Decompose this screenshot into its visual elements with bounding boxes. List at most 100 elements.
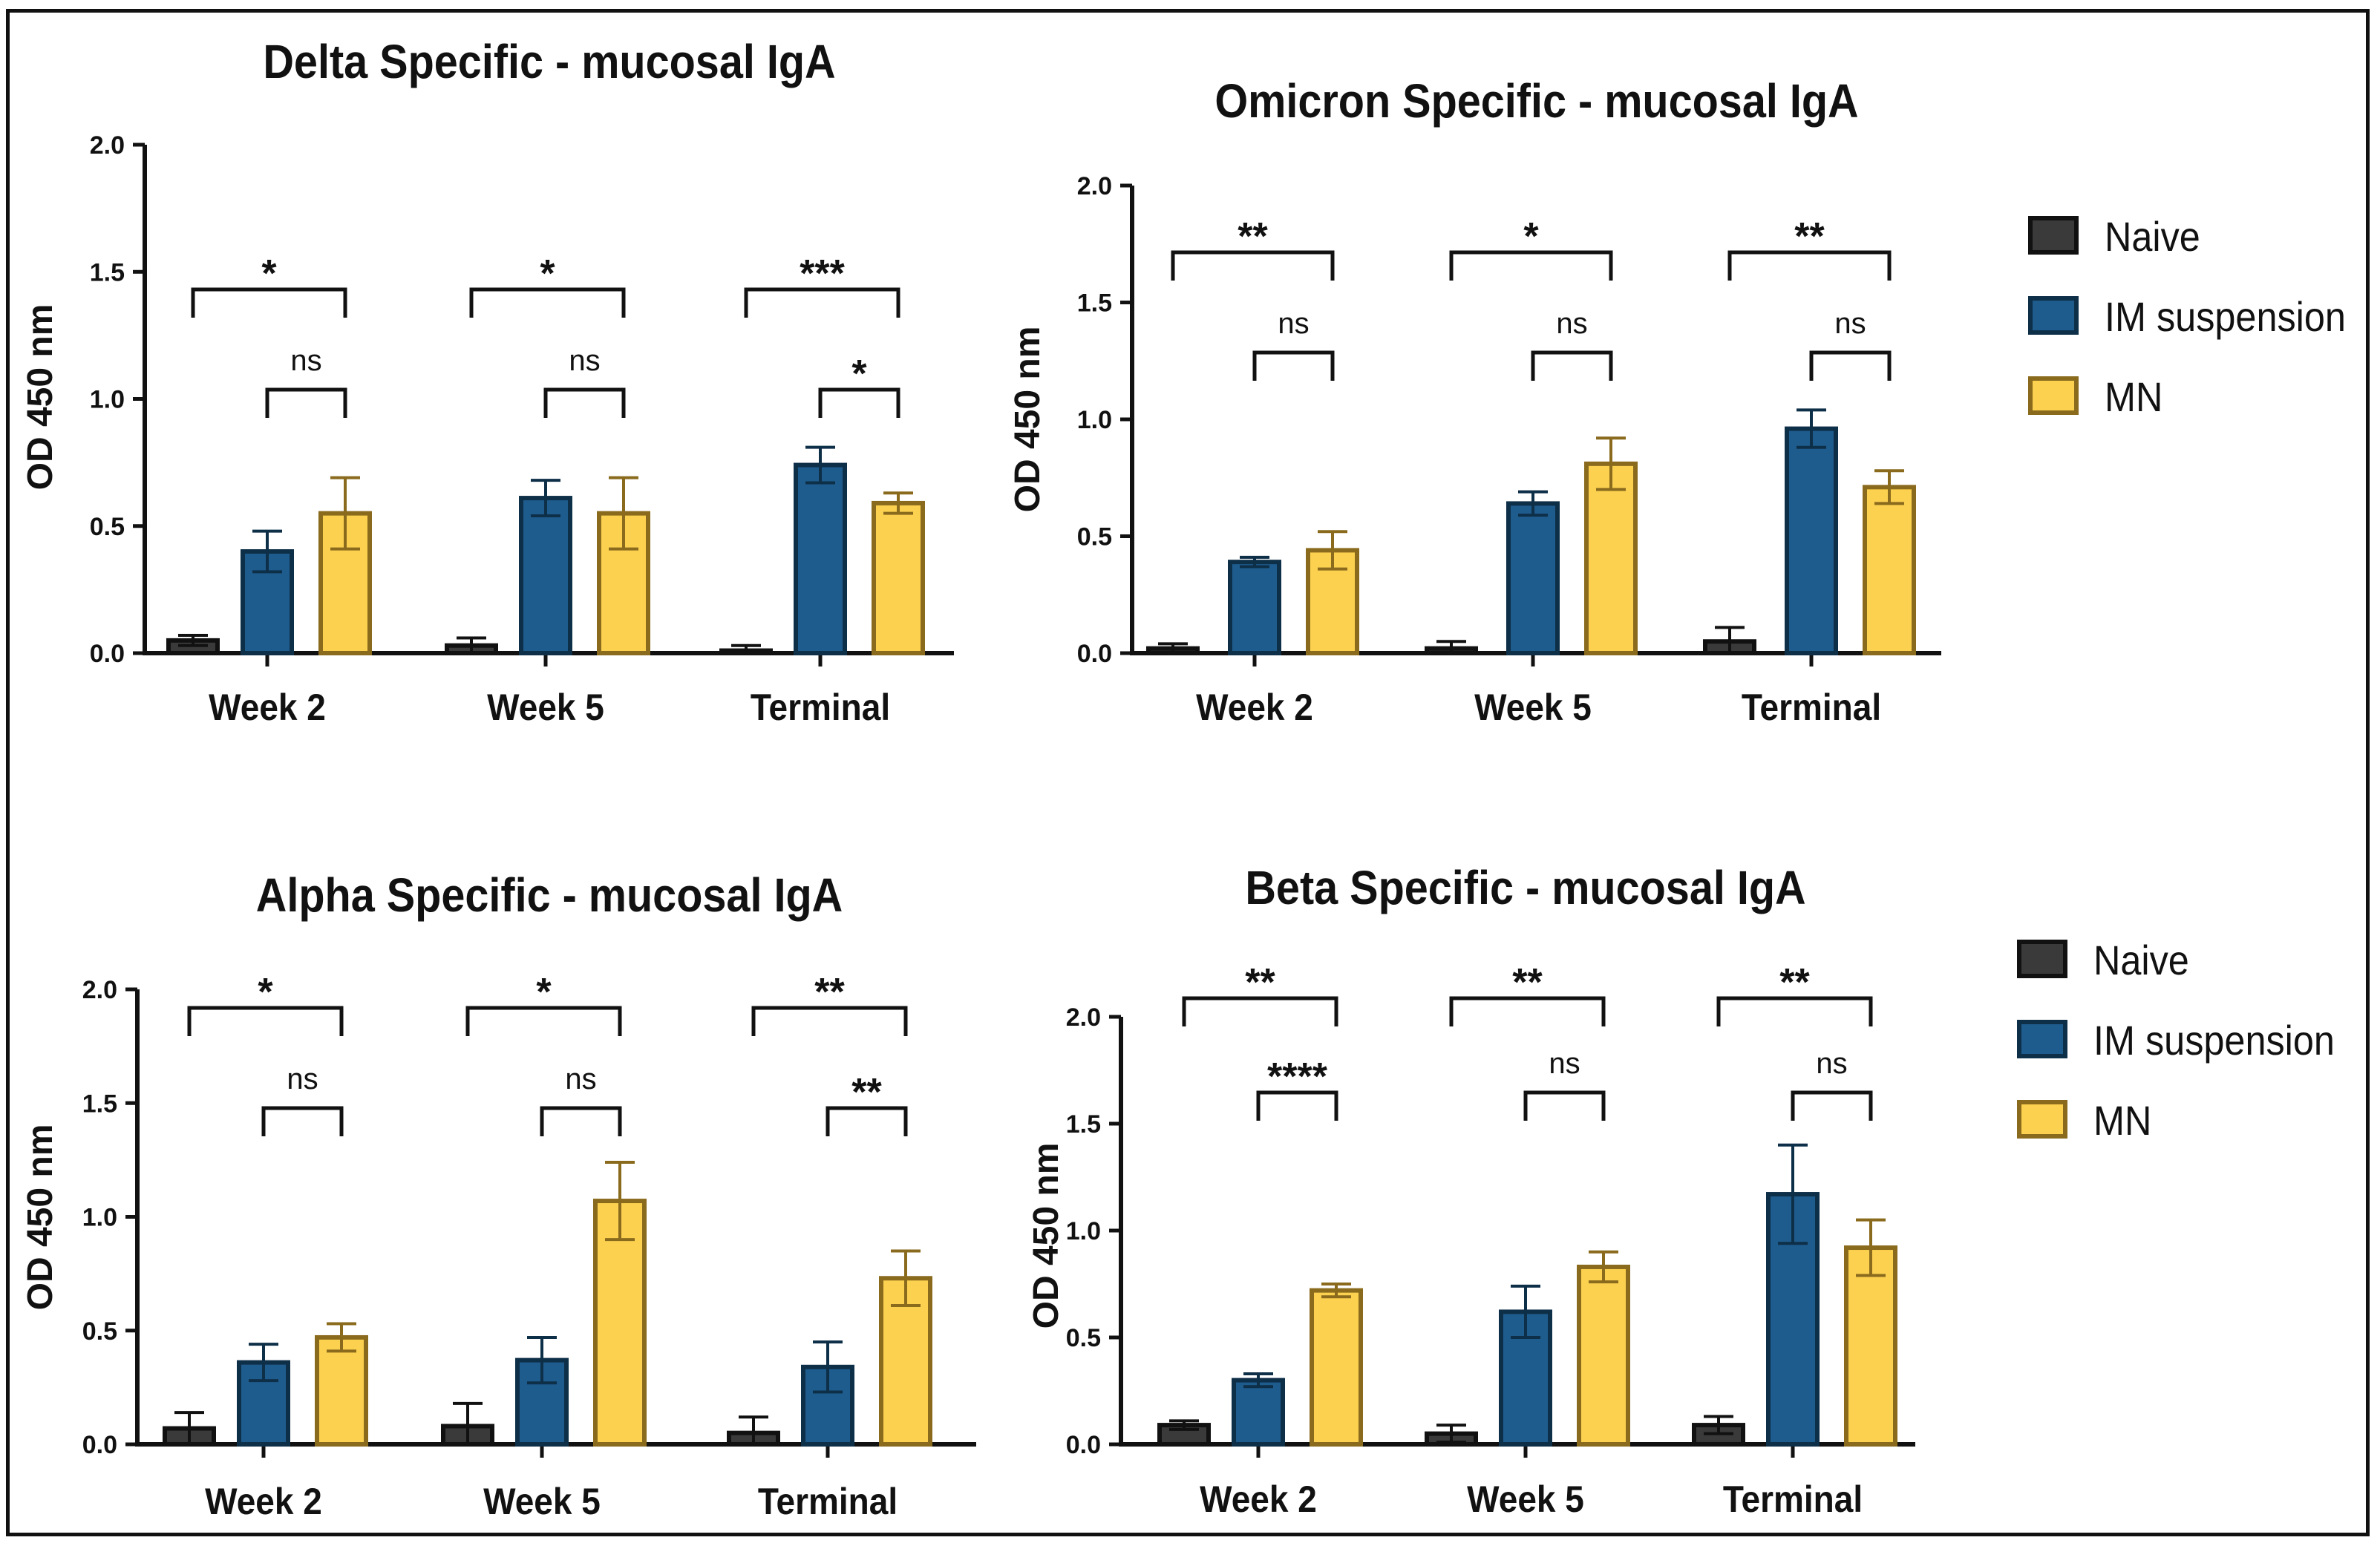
- panel4-significance-outer: **: [1512, 961, 1543, 1004]
- panel3-y-tick-label: 1.5: [82, 1090, 117, 1118]
- panel3-x-tick-label: Terminal: [758, 1481, 898, 1522]
- panel1-bar-im-suspension: [519, 496, 572, 656]
- legend1-label-im-suspension: IM suspension: [2105, 295, 2346, 341]
- panel3-bracket-inner: [261, 1106, 344, 1136]
- legend2-swatch-mn: [2017, 1100, 2067, 1139]
- panel1-y-axis-label: OD 450 nm: [21, 304, 60, 491]
- panel2-significance-inner: ns: [1834, 307, 1866, 340]
- panel2-y-tick-label: 2.0: [1077, 172, 1112, 200]
- panel1-significance-outer: *: [540, 252, 555, 295]
- panel3-y-tick-label: 2.0: [82, 976, 117, 1004]
- panel4-bar-mn: [1577, 1264, 1630, 1447]
- panel1-significance-outer: ***: [800, 252, 845, 295]
- legend1-swatch-im-suspension: [2028, 296, 2079, 335]
- panel2-bracket-outer: [1727, 250, 1892, 281]
- panel1-x-tick-label: Week 2: [209, 687, 326, 728]
- panel2-bracket-inner: [1252, 350, 1335, 381]
- panel4-significance-inner: ****: [1267, 1055, 1328, 1098]
- panel2-y-tick-label: 0.5: [1077, 523, 1112, 551]
- panel4-bar-mn: [1310, 1288, 1363, 1447]
- panel1-bracket-outer: [469, 287, 626, 318]
- panel3-bracket-inner: [826, 1106, 908, 1136]
- panel2-bar-im-suspension: [1506, 501, 1560, 656]
- panel3-significance-inner: ns: [565, 1063, 596, 1095]
- panel1-y-tick-label: 0.5: [90, 513, 125, 541]
- panel3-x-tick-label: Week 2: [205, 1481, 322, 1522]
- panel2-title: Omicron Specific - mucosal IgA: [1214, 74, 1858, 127]
- panel1-y-tick-label: 2.0: [90, 131, 125, 160]
- panel1-significance-inner: ns: [569, 344, 600, 377]
- panel3-bar-mn: [315, 1334, 368, 1447]
- panel3-bracket-inner: [540, 1106, 622, 1136]
- panel1-bracket-inner: [543, 387, 626, 418]
- panel3-bracket-outer: [465, 1006, 622, 1036]
- panel3-y-tick-label: 0.5: [82, 1317, 117, 1346]
- panel1-x-tick-label: Week 5: [487, 687, 604, 728]
- panel4-x-tick-label: Week 5: [1467, 1479, 1584, 1520]
- panel3-bar-mn: [593, 1199, 647, 1447]
- panel4-x-tick-label: Week 2: [1200, 1479, 1317, 1520]
- panel2-significance-inner: ns: [1278, 307, 1309, 340]
- panel4-bar-mn: [1844, 1245, 1897, 1447]
- panel2-bar-mn: [1584, 461, 1638, 655]
- panel1-bracket-inner: [818, 387, 900, 418]
- legend2-label-mn: MN: [2093, 1098, 2151, 1144]
- panel2-bar-mn: [1863, 485, 1916, 655]
- panel2-bracket-inner: [1531, 350, 1613, 381]
- panel1-title: Delta Specific - mucosal IgA: [263, 35, 835, 88]
- panel2-y-tick-label: 1.5: [1077, 289, 1112, 318]
- panel2-bar-im-suspension: [1228, 560, 1281, 656]
- panel2-bracket-outer: [1171, 250, 1335, 281]
- panel4-y-tick-label: 0.5: [1066, 1324, 1101, 1352]
- panel1-bracket-inner: [265, 387, 347, 418]
- panel2-significance-outer: **: [1238, 215, 1268, 258]
- legend2-label-im-suspension: IM suspension: [2093, 1018, 2335, 1064]
- panel2-y-tick-label: 0.0: [1077, 640, 1112, 668]
- panel3-significance-inner: ns: [287, 1063, 318, 1095]
- panel2-y-axis-label: OD 450 nm: [1008, 327, 1047, 513]
- panel4-y-tick-label: 2.0: [1066, 1003, 1101, 1032]
- panel4-y-axis-label: OD 450 nm: [1027, 1143, 1066, 1329]
- panel3-significance-inner: **: [851, 1071, 882, 1114]
- panel1-bar-mn: [872, 500, 925, 655]
- panel2-significance-outer: *: [1523, 215, 1539, 258]
- panel3-y-tick-label: 0.0: [82, 1431, 117, 1459]
- panel1-significance-inner: *: [851, 353, 867, 396]
- panel2-bracket-inner: [1809, 350, 1892, 381]
- panel4-significance-inner: ns: [1549, 1047, 1580, 1080]
- panel4-significance-inner: ns: [1816, 1047, 1847, 1080]
- panel4-bracket-outer: [1449, 996, 1606, 1026]
- panel4-y-tick-label: 0.0: [1066, 1431, 1101, 1459]
- panel1-bar-mn: [318, 511, 372, 655]
- panel1-bracket-outer: [191, 287, 347, 318]
- panel2-significance-outer: **: [1794, 215, 1825, 258]
- panel4-bar-im-suspension: [1232, 1378, 1285, 1447]
- panel4-bracket-inner: [1523, 1090, 1606, 1121]
- panel3-y-axis-label: OD 450 nm: [21, 1124, 60, 1311]
- panel2-bracket-outer: [1449, 250, 1613, 281]
- panel1-y-tick-label: 0.0: [90, 640, 125, 668]
- panel4-y-tick-label: 1.5: [1066, 1110, 1101, 1139]
- panel2-x-tick-label: Week 2: [1196, 687, 1313, 728]
- panel2-x-tick-label: Week 5: [1474, 687, 1592, 728]
- panel4-significance-outer: **: [1245, 961, 1275, 1004]
- panel2-significance-inner: ns: [1556, 307, 1587, 340]
- panel4-bracket-outer: [1716, 996, 1873, 1026]
- figure-frame: [6, 9, 2370, 1536]
- panel3-title: Alpha Specific - mucosal IgA: [256, 868, 843, 921]
- panel1-bar-im-suspension: [794, 462, 847, 655]
- panel4-bracket-inner: [1256, 1090, 1338, 1121]
- panel4-y-tick-label: 1.0: [1066, 1217, 1101, 1245]
- panel2-y-tick-label: 1.0: [1077, 406, 1112, 434]
- panel1-bracket-outer: [744, 287, 900, 318]
- panel4-bracket-inner: [1791, 1090, 1873, 1121]
- legend1-swatch-naive: [2028, 216, 2079, 255]
- legend2-swatch-im-suspension: [2017, 1020, 2067, 1058]
- panel1-y-tick-label: 1.5: [90, 258, 125, 286]
- panel4-title: Beta Specific - mucosal IgA: [1245, 861, 1805, 914]
- legend1-swatch-mn: [2028, 376, 2079, 415]
- panel3-significance-outer: **: [814, 971, 845, 1014]
- panel1-y-tick-label: 1.0: [90, 386, 125, 414]
- legend1-label-naive: Naive: [2105, 214, 2200, 261]
